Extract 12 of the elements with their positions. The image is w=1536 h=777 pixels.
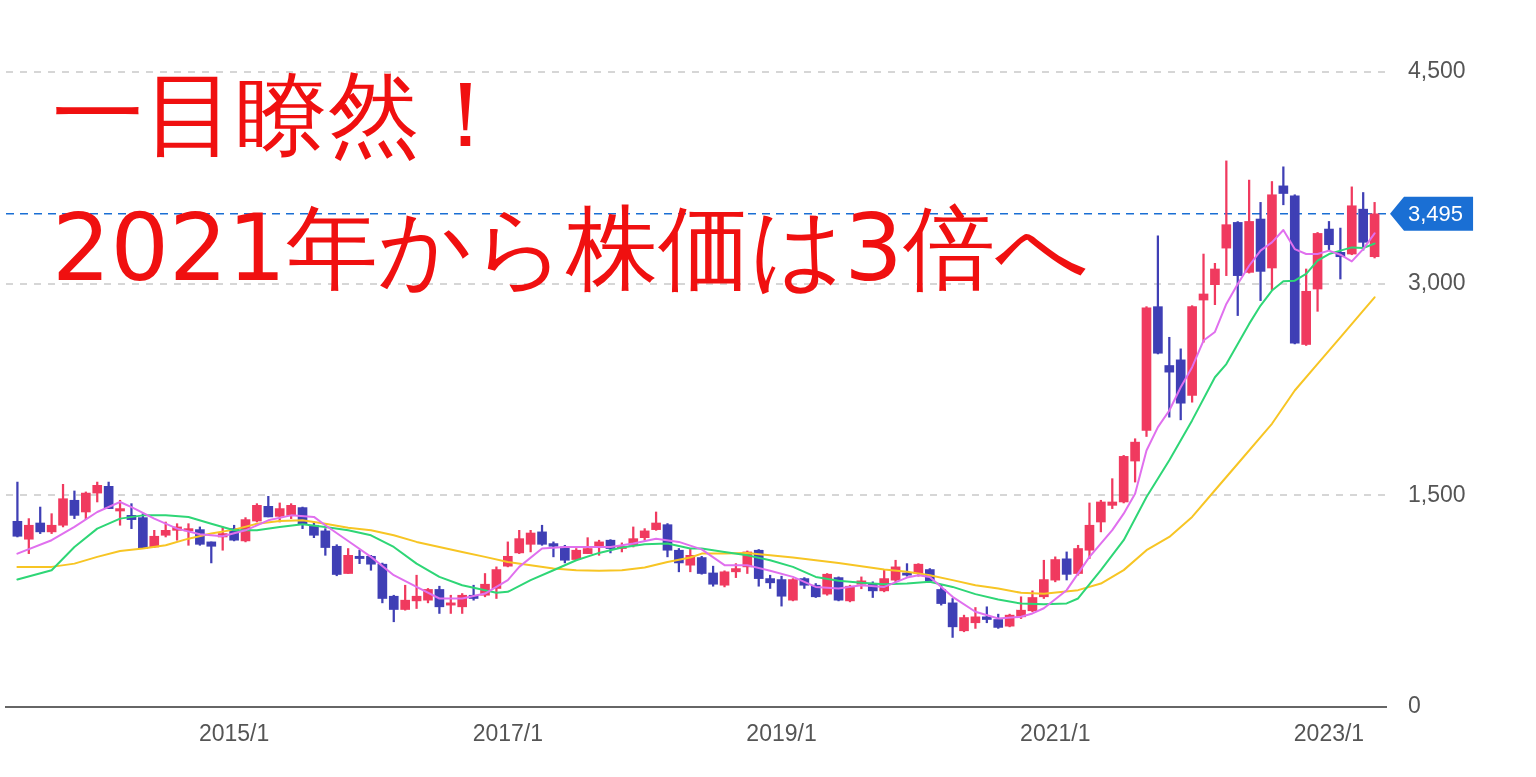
x-tick-label: 2019/1	[746, 720, 817, 747]
x-tick-label: 2017/1	[472, 720, 543, 747]
y-tick-label: 3,000	[1408, 269, 1466, 296]
x-tick-label: 2015/1	[198, 720, 270, 747]
y-tick-label: 4,500	[1408, 57, 1466, 84]
y-tick-label: 1,500	[1408, 480, 1466, 507]
annotation: 2021年から株価は3倍へ	[52, 195, 1089, 302]
ref-line-label: 3,495	[1408, 200, 1464, 226]
y-tick-label: 0	[1408, 692, 1421, 719]
annotation: 一目瞭然！	[52, 61, 512, 168]
x-tick-label: 2021/1	[1020, 720, 1091, 747]
x-tick-label: 2023/1	[1293, 720, 1365, 747]
